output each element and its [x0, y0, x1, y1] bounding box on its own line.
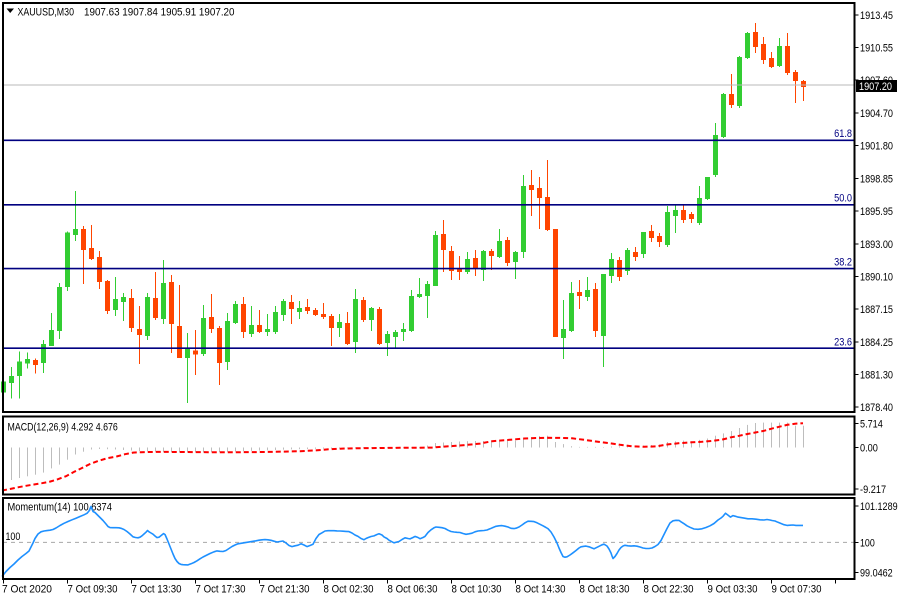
svg-text:50.0: 50.0: [834, 193, 852, 205]
svg-text:99.0462: 99.0462: [860, 568, 893, 580]
svg-text:9 Oct 07:30: 9 Oct 07:30: [772, 584, 822, 596]
svg-text:1893.00: 1893.00: [860, 239, 893, 251]
svg-text:1907.20: 1907.20: [859, 81, 892, 93]
svg-text:1884.25: 1884.25: [860, 337, 893, 349]
svg-text:7 Oct 21:30: 7 Oct 21:30: [260, 584, 310, 596]
svg-text:8 Oct 22:30: 8 Oct 22:30: [644, 584, 694, 596]
svg-text:23.6: 23.6: [834, 337, 852, 349]
svg-text:7 Oct 2020: 7 Oct 2020: [2, 584, 52, 596]
svg-text:100: 100: [860, 538, 875, 550]
svg-text:1895.95: 1895.95: [860, 206, 893, 218]
svg-text:XAUUSD,M30: XAUUSD,M30: [18, 7, 75, 19]
svg-text:9 Oct 03:30: 9 Oct 03:30: [708, 584, 758, 596]
svg-text:7 Oct 09:30: 7 Oct 09:30: [68, 584, 118, 596]
svg-text:1887.15: 1887.15: [860, 304, 893, 316]
svg-text:7 Oct 13:30: 7 Oct 13:30: [132, 584, 182, 596]
svg-text:1910.55: 1910.55: [860, 43, 893, 55]
svg-text:1881.30: 1881.30: [860, 370, 893, 382]
svg-text:101.1289: 101.1289: [860, 501, 898, 513]
svg-text:1890.10: 1890.10: [860, 272, 893, 284]
svg-text:MACD(12,26,9) 4.292 4.676: MACD(12,26,9) 4.292 4.676: [8, 422, 118, 434]
svg-text:0.00: 0.00: [860, 443, 878, 455]
svg-text:-9.217: -9.217: [860, 484, 886, 496]
svg-text:1913.45: 1913.45: [860, 10, 893, 22]
svg-text:100: 100: [6, 531, 21, 543]
svg-text:1904.70: 1904.70: [860, 108, 893, 120]
svg-text:Momentum(14) 100.6374: Momentum(14) 100.6374: [8, 502, 112, 514]
svg-text:8 Oct 10:30: 8 Oct 10:30: [452, 584, 502, 596]
svg-text:1901.80: 1901.80: [860, 141, 893, 153]
svg-text:8 Oct 14:30: 8 Oct 14:30: [516, 584, 566, 596]
svg-text:7 Oct 17:30: 7 Oct 17:30: [196, 584, 246, 596]
svg-text:8 Oct 06:30: 8 Oct 06:30: [388, 584, 438, 596]
svg-text:1907.63 1907.84 1905.91 1907.2: 1907.63 1907.84 1905.91 1907.20: [84, 7, 235, 19]
svg-text:1878.40: 1878.40: [860, 402, 893, 414]
svg-text:61.8: 61.8: [834, 128, 852, 140]
svg-text:5.714: 5.714: [860, 419, 883, 431]
svg-text:38.2: 38.2: [834, 257, 852, 269]
svg-text:1898.85: 1898.85: [860, 174, 893, 186]
svg-text:8 Oct 18:30: 8 Oct 18:30: [580, 584, 630, 596]
svg-text:8 Oct 02:30: 8 Oct 02:30: [324, 584, 374, 596]
